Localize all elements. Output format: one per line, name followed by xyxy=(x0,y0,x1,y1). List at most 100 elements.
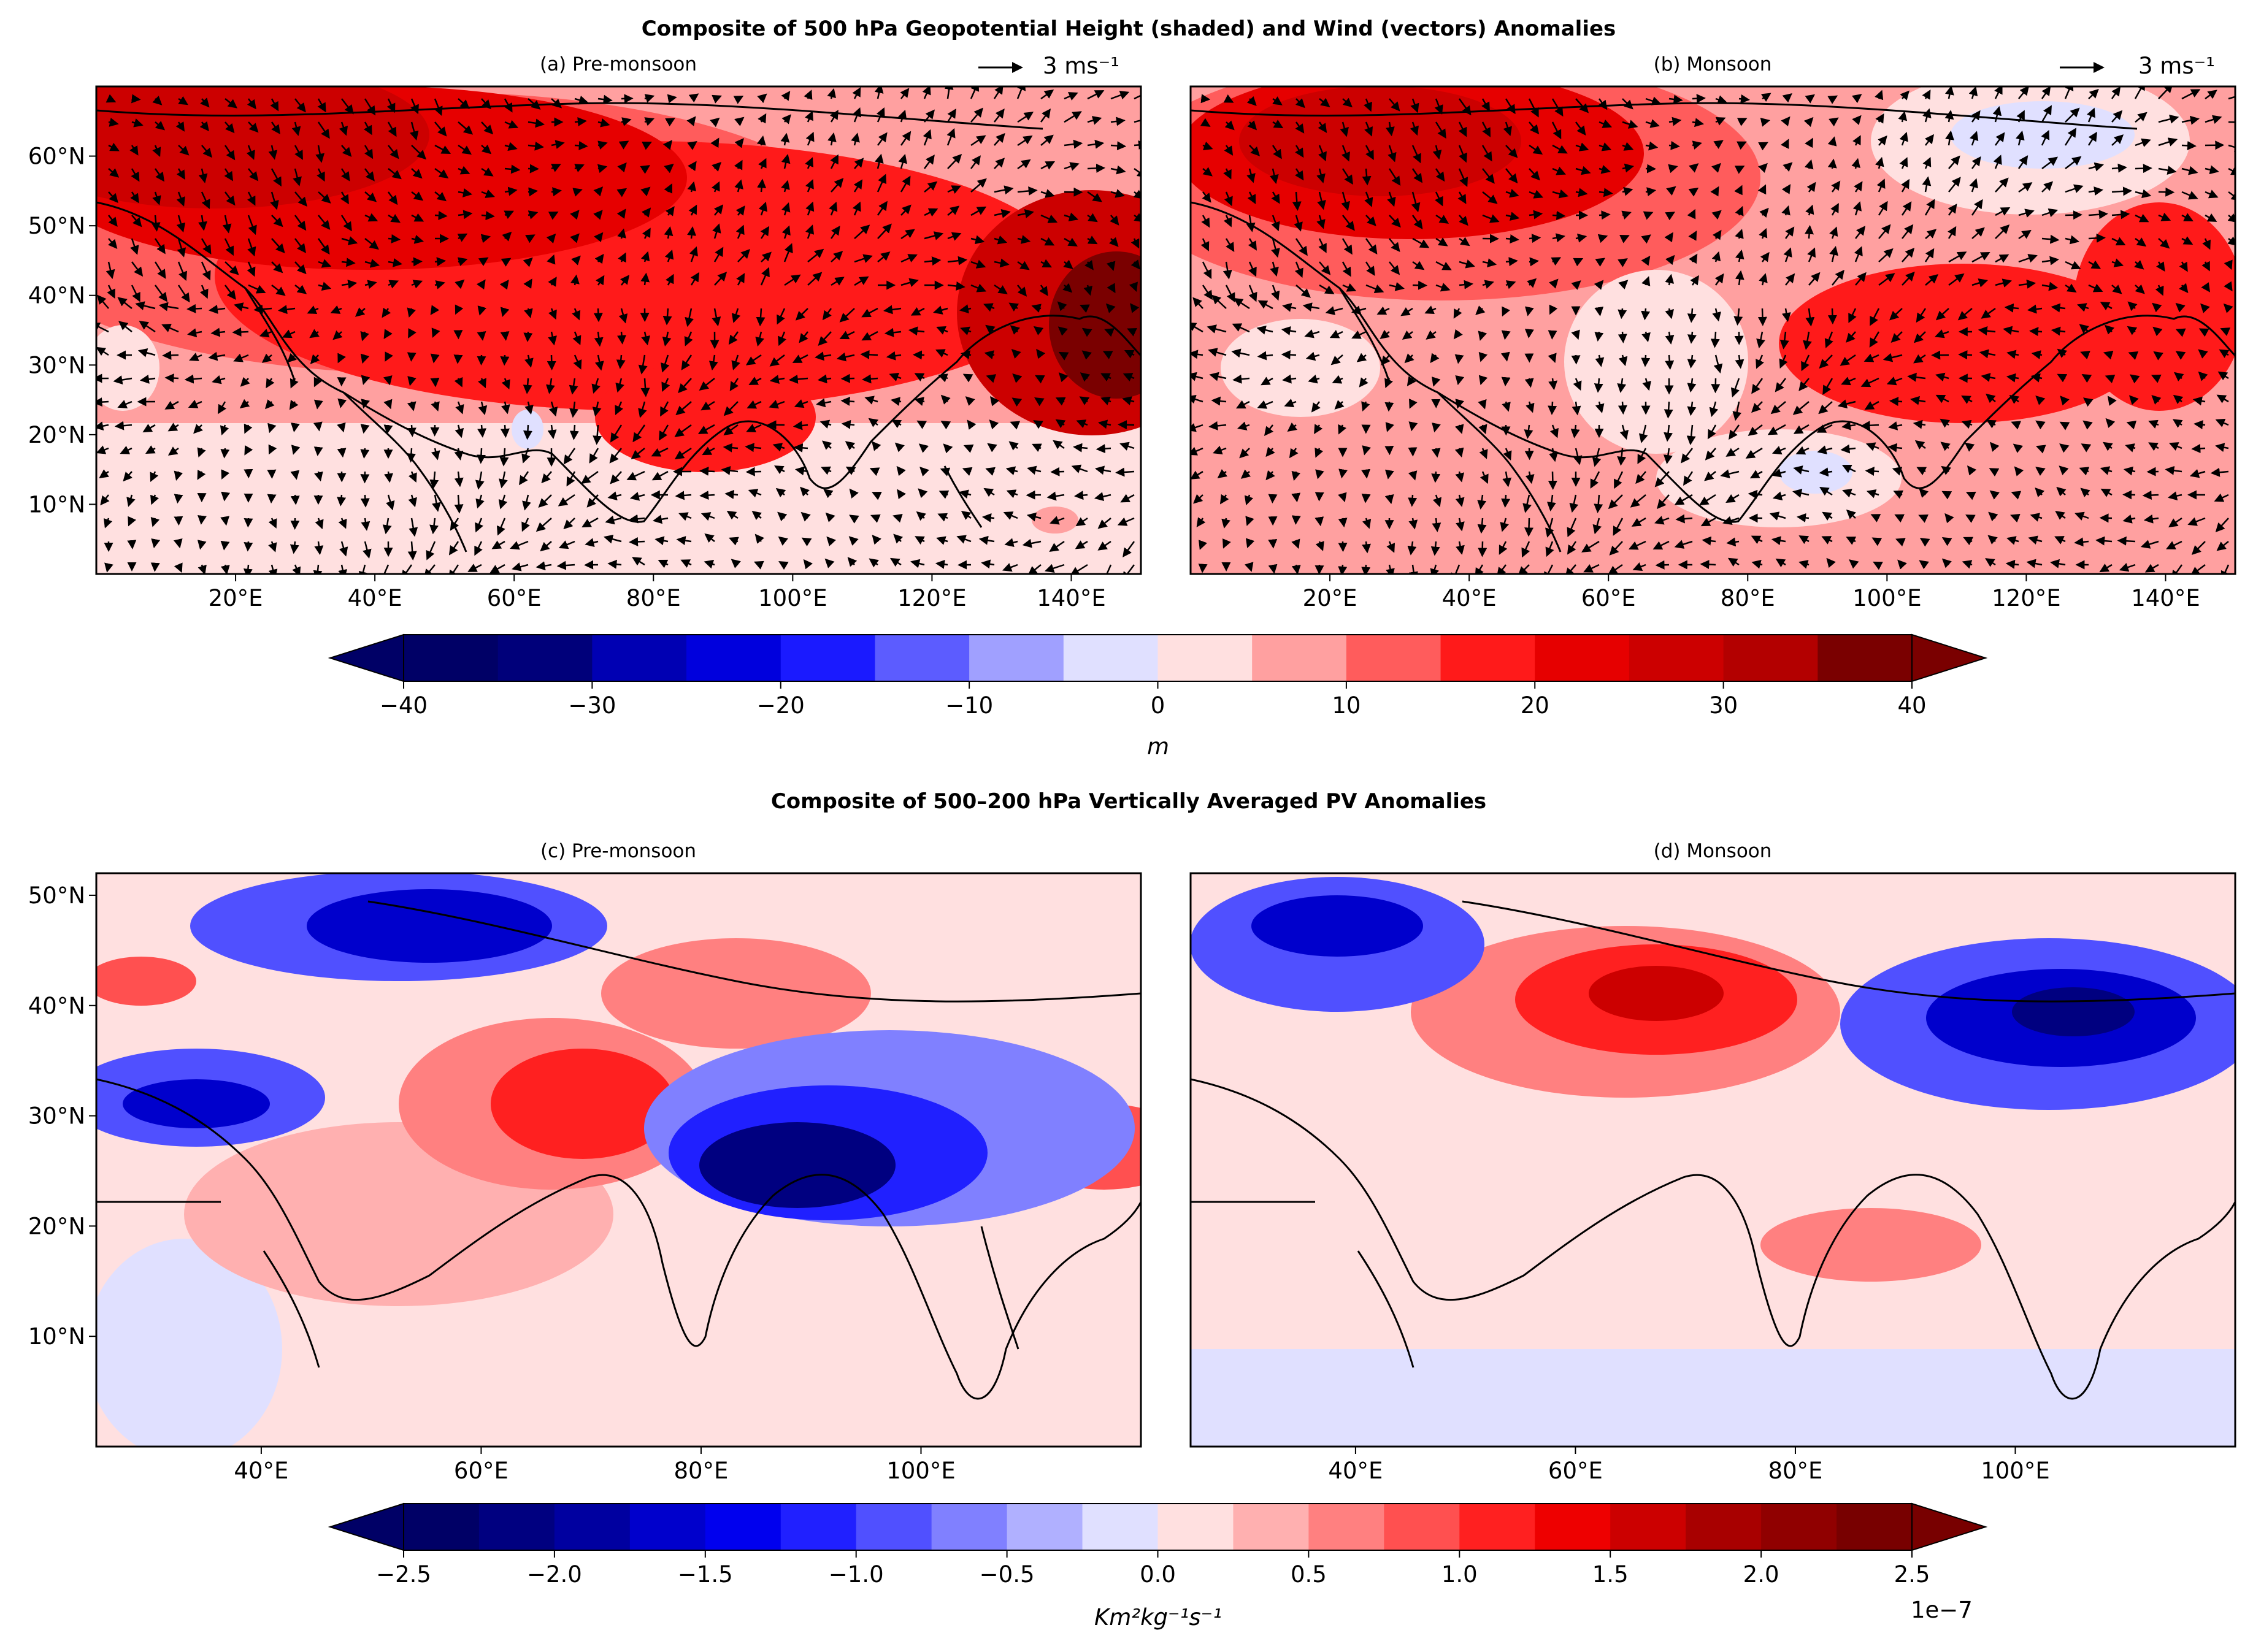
wind-vector xyxy=(1040,108,1051,123)
wind-vector xyxy=(1431,471,1441,483)
wind-vector xyxy=(1096,444,1111,454)
wind-vector xyxy=(240,377,250,387)
wind-vector xyxy=(845,441,856,451)
wind-vector xyxy=(758,201,767,216)
wind-vector xyxy=(900,88,910,99)
wind-vector xyxy=(573,354,582,370)
wind-vector xyxy=(1073,443,1088,453)
wind-vector xyxy=(1641,308,1651,321)
wind-vector xyxy=(167,423,179,432)
wind-vector xyxy=(617,162,627,173)
wind-vector xyxy=(1079,396,1090,405)
wind-vector xyxy=(429,471,439,489)
wind-vector xyxy=(220,516,230,526)
wind-vector xyxy=(541,471,552,484)
wind-vector xyxy=(1110,215,1119,226)
panel-c-lat-tick-label: 50°N xyxy=(28,882,85,909)
wind-vector xyxy=(922,86,931,99)
wind-vector xyxy=(176,168,185,180)
wind-vector xyxy=(772,443,785,452)
wind-vector xyxy=(1524,448,1534,461)
panel-a-lon-tick-label: 140°E xyxy=(1037,585,1106,611)
wind-vector xyxy=(712,308,721,327)
wind-vector xyxy=(1115,467,1135,477)
wind-vector xyxy=(1034,375,1045,384)
wind-vector xyxy=(805,201,815,216)
panel-c-lat-tick-label: 30°N xyxy=(28,1103,85,1130)
wind-vector xyxy=(1064,111,1082,123)
wind-vector xyxy=(1107,283,1116,294)
wind-vector xyxy=(1033,420,1043,429)
wind-vector xyxy=(309,329,320,338)
wind-vector xyxy=(737,249,750,262)
wind-vector xyxy=(1129,281,1138,293)
wind-vector xyxy=(615,378,624,393)
colorbar-segment xyxy=(1440,635,1535,681)
wind-vector xyxy=(107,285,115,299)
wind-vector xyxy=(563,448,576,465)
wind-vector xyxy=(294,261,307,275)
wind-vector xyxy=(781,225,791,239)
wind-vector xyxy=(108,168,120,178)
wind-vector xyxy=(318,191,331,204)
wind-vector xyxy=(1408,494,1418,507)
wind-vector xyxy=(1641,354,1651,367)
wind-vector xyxy=(736,273,745,286)
wind-vector xyxy=(871,441,881,451)
wind-vector xyxy=(570,274,580,286)
wind-vector xyxy=(678,378,692,394)
wind-vector xyxy=(1198,564,1208,573)
wind-vector xyxy=(641,331,650,346)
wind-vector xyxy=(142,424,156,433)
wind-vector xyxy=(710,117,720,128)
wind-vector xyxy=(430,377,440,388)
wind-vector xyxy=(411,191,424,201)
wind-vector xyxy=(686,116,696,126)
wind-vector xyxy=(1087,90,1105,100)
wind-vector xyxy=(383,329,393,340)
wind-vector xyxy=(566,471,576,487)
wind-vector xyxy=(1017,235,1031,244)
wind-vector xyxy=(454,377,463,388)
panel-c-lat-tick-label: 40°N xyxy=(28,993,85,1019)
colorbar-segment xyxy=(554,1504,631,1550)
wind-vector xyxy=(221,469,230,480)
wind-vector xyxy=(621,94,634,104)
wind-vector xyxy=(499,471,508,489)
wind-vector xyxy=(898,153,907,169)
wind-vector xyxy=(151,215,161,232)
wind-vector xyxy=(341,145,352,157)
wind-vector xyxy=(629,537,645,546)
wind-vector xyxy=(1055,419,1066,429)
wind-vector xyxy=(591,378,601,394)
wind-vector xyxy=(641,207,651,218)
wind-vector xyxy=(106,261,115,280)
wind-vector xyxy=(478,378,486,389)
wind-vector xyxy=(200,98,210,108)
colorbar-tick-label: 2.5 xyxy=(1894,1561,1930,1588)
wind-vector xyxy=(748,377,762,385)
wind-vector xyxy=(266,378,275,389)
wind-vector xyxy=(970,107,983,123)
wind-vector xyxy=(477,331,486,341)
wind-vector xyxy=(593,210,603,220)
wind-vector xyxy=(947,154,962,169)
wind-vector xyxy=(897,109,907,123)
wind-vector xyxy=(734,117,745,126)
wind-vector xyxy=(1958,350,1973,360)
wind-vector xyxy=(640,378,650,397)
wind-vector xyxy=(551,140,565,149)
wind-vector xyxy=(457,233,468,242)
wind-vector xyxy=(528,210,539,220)
wind-vector xyxy=(1805,224,1814,239)
wind-vector xyxy=(408,494,417,508)
wind-vector xyxy=(233,353,249,362)
wind-vector xyxy=(840,396,855,406)
wind-vector xyxy=(1057,301,1067,312)
wind-vector xyxy=(1361,493,1371,503)
wind-vector xyxy=(815,351,832,361)
wind-vector xyxy=(854,158,864,169)
wind-vector xyxy=(1094,465,1111,475)
wind-vector xyxy=(174,470,183,481)
wind-vector xyxy=(161,324,179,333)
